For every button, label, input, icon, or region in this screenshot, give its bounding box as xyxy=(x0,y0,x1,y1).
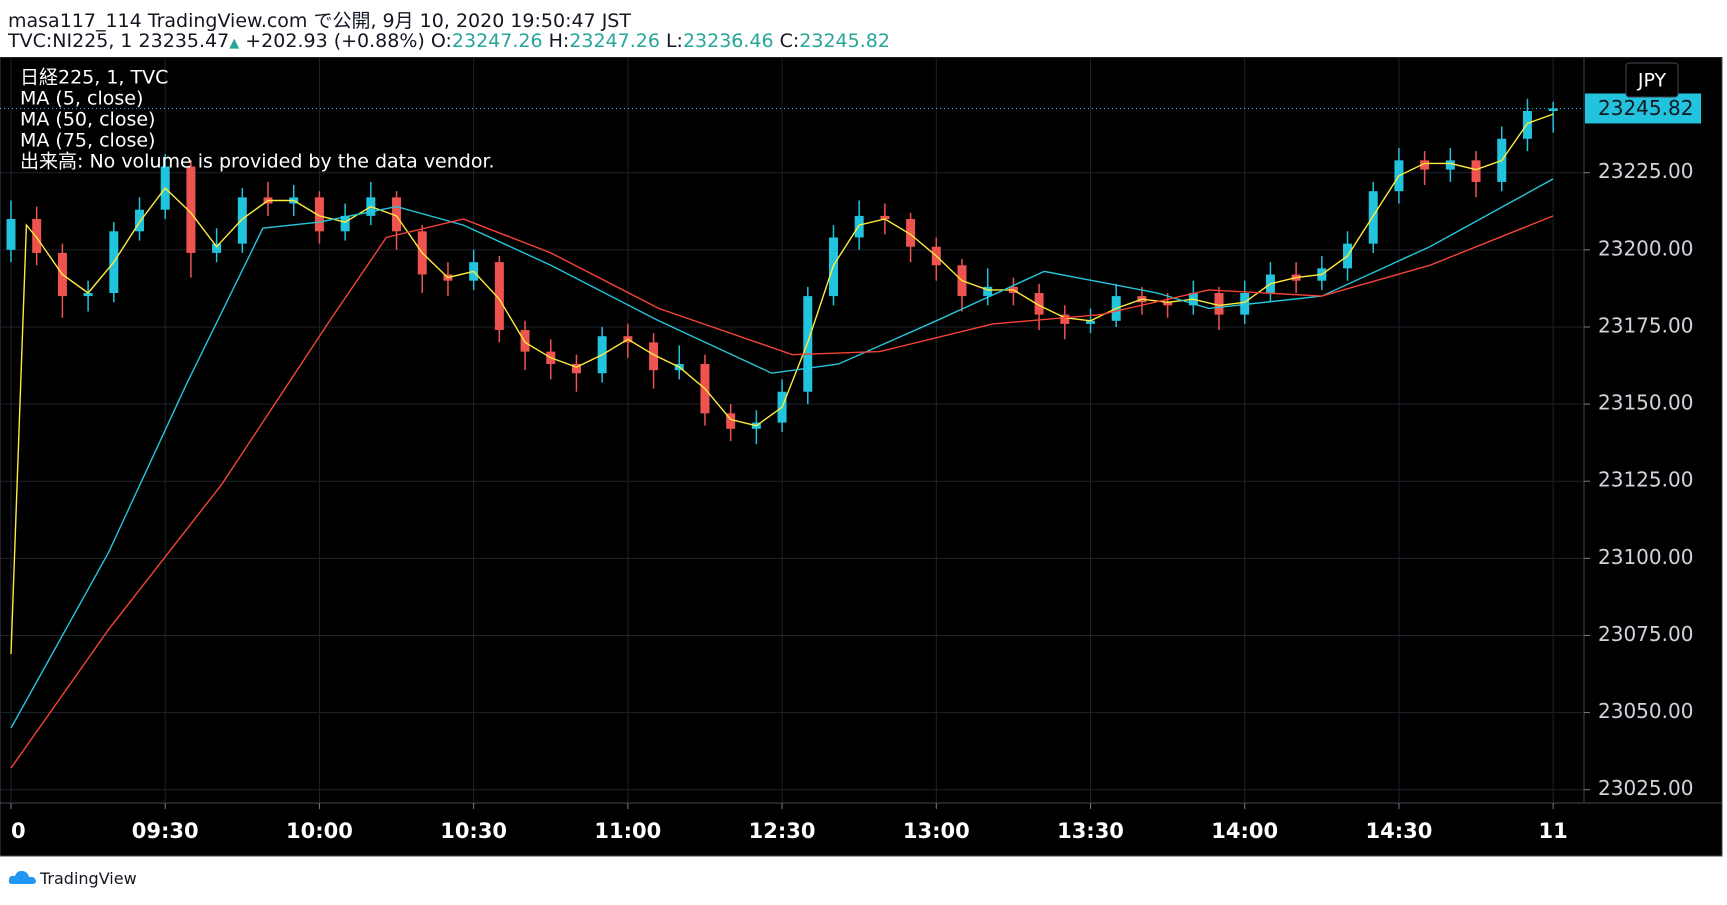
x-tick-label: 11:00 xyxy=(594,819,661,843)
candle-body xyxy=(1548,108,1558,111)
legend-entry: MA (75, close) xyxy=(20,130,155,152)
candle-body xyxy=(392,197,402,232)
legend-entry: MA (50, close) xyxy=(20,109,155,131)
candle-body xyxy=(1368,191,1378,244)
y-tick-label: 23225.00 xyxy=(1598,159,1693,183)
footer: TradingView xyxy=(8,868,137,888)
legend-entry: MA (5, close) xyxy=(20,88,143,110)
y-tick-label: 23075.00 xyxy=(1598,622,1693,646)
x-tick-label: 0 xyxy=(11,819,26,843)
x-tick-label: 14:00 xyxy=(1211,819,1278,843)
ohlc-label: C: xyxy=(779,30,800,52)
header-line1: masa117_114 TradingView.com で公開, 9月 10, … xyxy=(8,10,631,32)
candle-body xyxy=(1086,320,1096,324)
candle-body xyxy=(906,218,916,247)
x-tick-label: 13:30 xyxy=(1057,819,1124,843)
change: +202.93 (+0.88%) xyxy=(245,30,425,52)
candle-body xyxy=(1214,293,1224,315)
ma-line xyxy=(10,178,1554,729)
y-tick-label: 23125.00 xyxy=(1598,468,1693,492)
candle-body xyxy=(520,330,530,352)
x-tick-label: 12:30 xyxy=(749,819,816,843)
ma-line xyxy=(10,215,1554,769)
candle-body xyxy=(186,166,196,253)
x-tick-label: 13:00 xyxy=(903,819,970,843)
candle-body xyxy=(983,286,993,297)
x-tick-label: 10:00 xyxy=(286,819,353,843)
y-tick-label: 23025.00 xyxy=(1598,776,1693,800)
ohlc-label: O: xyxy=(430,30,452,52)
y-tick-label: 23100.00 xyxy=(1598,545,1693,569)
currency[interactable]: JPY xyxy=(1637,70,1667,92)
candle-body xyxy=(1471,160,1481,182)
logo-icon xyxy=(8,870,37,884)
chart-bg xyxy=(0,57,1723,857)
candle-body xyxy=(83,293,93,297)
x-tick-label: 14:30 xyxy=(1366,819,1433,843)
header-line2: TVC:NI225, 1 23235.47▲ +202.93 (+0.88%) … xyxy=(8,30,896,52)
candle-body xyxy=(1034,293,1044,315)
ohlc: O:23247.26 H:23247.26 L:23236.46 C:23245.82 xyxy=(431,30,896,52)
candle-body xyxy=(237,197,247,244)
x-tick-label: 09:30 xyxy=(132,819,199,843)
y-tick-label: 23200.00 xyxy=(1598,236,1693,260)
currency-button[interactable] xyxy=(1625,62,1679,98)
candle-body xyxy=(314,197,324,232)
price-label: 23245.82 xyxy=(1598,96,1693,120)
arrow: ▲ xyxy=(229,36,240,51)
candle-body xyxy=(135,209,145,232)
candle-body xyxy=(1420,160,1430,170)
candle-body xyxy=(649,342,659,371)
y-tick-label: 23175.00 xyxy=(1598,313,1693,337)
ma-line xyxy=(10,113,1554,655)
symbol: TVC:NI225, 1 23235.47 xyxy=(8,30,230,52)
candle-body xyxy=(1445,160,1455,170)
candle-body xyxy=(6,218,16,250)
ohlc-value: 23247.26 xyxy=(569,30,660,52)
candle-body xyxy=(494,262,504,331)
y-tick-label: 23150.00 xyxy=(1598,391,1693,415)
ohlc-label: L: xyxy=(665,30,683,52)
candle-body xyxy=(212,243,222,253)
candle-body xyxy=(880,215,890,219)
legend-volume: 出来高: No volume is provided by the data v… xyxy=(20,151,495,173)
candle-body xyxy=(1163,302,1173,306)
x-tick-label: 10:30 xyxy=(440,819,507,843)
candle-body xyxy=(1522,110,1532,139)
footer-text: TradingView xyxy=(40,868,137,888)
ohlc-value: 23247.26 xyxy=(451,30,543,52)
candle-body xyxy=(726,413,736,429)
candle-body xyxy=(1060,314,1070,324)
ohlc-value: 23245.82 xyxy=(799,30,890,52)
x-tick-label: 11 xyxy=(1539,819,1568,843)
price-label-bg xyxy=(1585,93,1701,124)
y-tick-label: 23050.00 xyxy=(1598,699,1693,723)
candle-body xyxy=(32,218,42,253)
candle-body xyxy=(340,215,350,232)
chart: 23025.00 23050.00 23075.00 23100.00 23125.00… xyxy=(0,57,1723,857)
ohlc-label: H: xyxy=(548,30,570,52)
ohlc-value: 23236.46 xyxy=(682,30,774,52)
legend-title: 日経225, 1, TVC xyxy=(20,67,168,89)
candle-body xyxy=(854,215,864,238)
candle-body xyxy=(571,363,581,374)
